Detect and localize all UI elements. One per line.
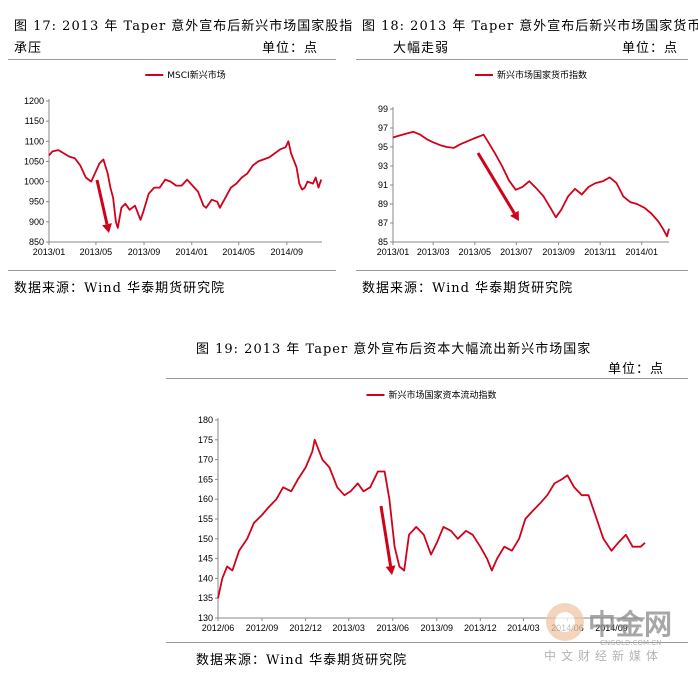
fig17-y-tick-label: 850: [29, 237, 44, 247]
fig18-x-tick-label: 2013/09: [542, 247, 575, 257]
fig19-source: 数据来源：Wind 华泰期货研究院: [196, 653, 408, 668]
fig18-x-tick-label: 2013/03: [417, 247, 450, 257]
fig18-x-tick-label: 2014/01: [625, 247, 658, 257]
fig19-down-arrow-head: [385, 565, 396, 575]
fig18-legend: 新兴市场国家货币指数: [474, 69, 587, 81]
fig19-down-arrow: [379, 505, 393, 567]
fig18-y-tick-label: 89: [378, 199, 388, 209]
fig18-y-tick-label: 93: [378, 161, 388, 171]
fig18-series-line: [392, 130, 670, 238]
watermark-brand: 中金网: [588, 608, 672, 641]
fig18-chart: 85 87 89 91 93 95 97 99 2013/01 2013/03 2013/05 201…: [377, 69, 670, 257]
fig18-source: 数据来源：Wind 华泰期货研究院: [362, 281, 574, 296]
fig19-x-tick-label: 2013/09: [420, 623, 453, 633]
fig18-legend-label: 新兴市场国家货币指数: [497, 69, 587, 81]
fig19-x-tick-label: 2012/12: [289, 623, 322, 633]
fig19-x-tick-label: 2012/06: [202, 623, 235, 633]
fig19-series-line: [217, 438, 646, 599]
fig18-down-arrow-head: [510, 210, 519, 221]
fig17-y-tick-label: 1200: [24, 96, 44, 106]
fig18-y-tick-label: 87: [378, 218, 388, 228]
fig19-unit: 单位：点: [608, 362, 665, 377]
fig18-y-tick-label: 91: [378, 180, 388, 190]
fig18-down-arrow: [476, 152, 516, 215]
fig18-y-tick-label: 99: [378, 104, 388, 114]
fig17-x-tick-label: 2014/01: [175, 247, 208, 257]
watermark-logo-inner-icon: [555, 612, 575, 632]
fig17-y-tick-label: 950: [29, 197, 44, 207]
fig19-x-tick-label: 2013/06: [376, 623, 409, 633]
fig18-x-tick-label: 2013/05: [459, 247, 492, 257]
fig19-y-tick-label: 145: [198, 554, 213, 564]
fig19-y-tick-label: 150: [198, 534, 213, 544]
fig18-x-tick-label: 2013/11: [584, 247, 616, 257]
fig18-y-tick-label: 97: [378, 123, 388, 133]
fig17-series-line: [48, 140, 323, 229]
fig17-legend-label: MSCI新兴市场: [167, 69, 225, 81]
fig17-y-tick-label: 1000: [24, 177, 44, 187]
fig19-chart: 130 135 140 145 150 155 160 165 170 175 180 2012/06…: [198, 389, 646, 633]
fig17-down-arrow: [95, 179, 109, 225]
fig18-x-tick-label: 2013/07: [500, 247, 533, 257]
fig17-down-arrow-head: [102, 223, 112, 233]
fig17-x-tick-label: 2013/05: [80, 247, 113, 257]
fig19-y-tick-label: 175: [198, 435, 213, 445]
fig17-legend: MSCI新兴市场: [145, 69, 226, 81]
fig18-caption: 图 18: 2013 年 Taper 意外宣布后新兴市场国家货币: [362, 19, 698, 34]
fig19-y-tick-label: 140: [198, 573, 213, 583]
fig17-y-tick-label: 1100: [25, 136, 44, 146]
fig17-x-tick-label: 2013/01: [33, 247, 66, 257]
fig17-y-tick-label: 1150: [25, 116, 44, 126]
fig19-bottom-rule: [166, 642, 688, 643]
fig19-x-tick-label: 2012/09: [246, 623, 279, 633]
fig19-y-tick-label: 160: [198, 494, 213, 504]
fig19-x-tick-label: 2013/12: [464, 623, 497, 633]
fig17-y-tick-label: 1050: [24, 156, 44, 166]
fig18-y-tick-label: 85: [378, 237, 388, 247]
fig19-x-tick-label: 2014/09: [595, 623, 628, 633]
fig18-caption-cont: 大幅走弱: [393, 41, 450, 56]
fig19-legend-label: 新兴市场国家资本流动指数: [388, 389, 496, 401]
fig19-caption: 图 19: 2013 年 Taper 意外宣布后资本大幅流出新兴市场国家: [196, 342, 592, 357]
fig19-x-tick-label: 2014/03: [507, 623, 540, 633]
fig19-x-tick-label: 2013/03: [332, 623, 365, 633]
fig18-unit: 单位：点: [622, 41, 679, 56]
fig19-top-rule: [166, 378, 688, 379]
fig17-x-tick-label: 2014/09: [271, 247, 304, 257]
fig18-x-tick-label: 2013/01: [377, 247, 410, 257]
watermark-domain: CNGOLD.COM.CN: [600, 639, 661, 647]
fig18-bottom-rule: [356, 270, 688, 271]
fig17-x-tick-label: 2014/05: [222, 247, 255, 257]
fig18-y-tick-label: 95: [378, 142, 388, 152]
fig19-y-tick-label: 170: [198, 455, 213, 465]
fig17-caption: 图 17: 2013 年 Taper 意外宣布后新兴市场国家股指: [14, 19, 354, 34]
fig19-legend: 新兴市场国家资本流动指数: [366, 389, 497, 401]
fig17-unit: 单位：点: [262, 41, 319, 56]
fig19-y-tick-label: 130: [198, 613, 213, 623]
fig17-y-tick-label: 900: [29, 217, 44, 227]
fig17-x-tick-label: 2013/09: [128, 247, 161, 257]
fig17-caption-cont: 承压: [14, 41, 43, 56]
fig19-y-tick-label: 135: [198, 593, 213, 603]
fig17-source: 数据来源：Wind 华泰期货研究院: [14, 281, 226, 296]
fig19-y-tick-label: 180: [198, 415, 213, 425]
watermark-slogan: 中文财经新媒体: [544, 648, 663, 663]
fig18-top-rule: [356, 59, 688, 60]
fig19-y-tick-label: 165: [198, 474, 213, 484]
fig17-chart: 850 900 950 1000 1050 1100 1150 1200 2013/01 2013…: [24, 69, 323, 257]
fig19-y-tick-label: 155: [198, 514, 213, 524]
fig17-top-rule: [8, 59, 336, 60]
fig17-bottom-rule: [8, 270, 336, 271]
